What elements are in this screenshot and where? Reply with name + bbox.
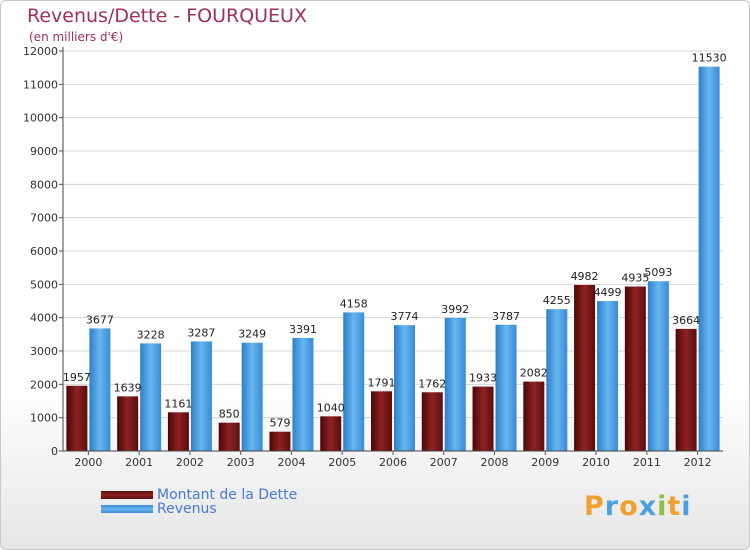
data-label-revenus: 4499 bbox=[594, 286, 622, 299]
y-tick-label: 12000 bbox=[23, 45, 58, 58]
data-label-revenus: 3992 bbox=[441, 303, 469, 316]
bar-revenus-2004 bbox=[292, 337, 314, 451]
data-label-dette: 579 bbox=[269, 417, 290, 430]
bar-revenus-2010 bbox=[597, 301, 619, 451]
data-label-revenus: 3787 bbox=[492, 310, 520, 323]
data-label-dette: 1762 bbox=[418, 377, 446, 390]
bar-revenus-2012 bbox=[698, 66, 720, 452]
legend-swatch-dette bbox=[101, 491, 153, 499]
data-label-dette: 1791 bbox=[368, 376, 396, 389]
data-label-dette: 1040 bbox=[317, 401, 345, 414]
x-tick-label: 2002 bbox=[176, 456, 204, 469]
bar-dette-2001 bbox=[117, 396, 139, 451]
data-label-dette: 1933 bbox=[469, 372, 497, 385]
x-tick-label: 2010 bbox=[582, 456, 610, 469]
bar-dette-2006 bbox=[371, 391, 392, 451]
y-tick-label: 6000 bbox=[30, 245, 58, 258]
bar-dette-2010 bbox=[574, 284, 596, 451]
y-tick-label: 9000 bbox=[30, 145, 58, 158]
logo-letter: i bbox=[681, 491, 692, 522]
data-label-revenus: 4158 bbox=[340, 297, 368, 310]
bar-revenus-2009 bbox=[546, 309, 568, 451]
bar-dette-2009 bbox=[523, 381, 545, 451]
bar-revenus-2008 bbox=[495, 324, 517, 451]
bar-dette-2002 bbox=[167, 412, 189, 451]
bar-revenus-2003 bbox=[241, 342, 263, 451]
x-tick-label: 2008 bbox=[481, 456, 509, 469]
bar-dette-2008 bbox=[472, 386, 494, 451]
bar-dette-2011 bbox=[624, 286, 646, 451]
bar-revenus-2005 bbox=[343, 312, 365, 451]
bar-revenus-2001 bbox=[140, 343, 162, 451]
logo-letter: r bbox=[604, 491, 620, 522]
data-label-dette: 4935 bbox=[621, 272, 649, 285]
data-label-revenus: 3774 bbox=[391, 310, 419, 323]
y-tick-label: 4000 bbox=[30, 312, 58, 325]
x-tick-label: 2006 bbox=[379, 456, 407, 469]
x-tick-label: 2012 bbox=[684, 456, 712, 469]
bar-chart: 0 1000 2000 3000 4000 5000 6000 7000 8000 9000 100… bbox=[23, 45, 727, 469]
bar-revenus-2006 bbox=[394, 325, 415, 451]
legend-swatch-revenus bbox=[101, 505, 153, 513]
x-tick-label: 2005 bbox=[328, 456, 356, 469]
x-tick-label: 2007 bbox=[430, 456, 458, 469]
bar-dette-2005 bbox=[320, 416, 342, 451]
data-label-revenus: 3249 bbox=[238, 328, 266, 341]
data-label-revenus: 3287 bbox=[187, 326, 215, 339]
legend-item-dette: Montant de la Dette bbox=[101, 487, 297, 503]
data-label-revenus: 11530 bbox=[692, 52, 727, 65]
legend-label-dette: Montant de la Dette bbox=[157, 487, 298, 503]
y-tick-label: 3000 bbox=[30, 345, 58, 358]
y-tick-label: 11000 bbox=[23, 78, 58, 91]
logo-letter: x bbox=[638, 491, 658, 522]
bar-revenus-2011 bbox=[647, 281, 669, 451]
bar-revenus-2000 bbox=[89, 328, 111, 451]
data-label-dette: 1957 bbox=[63, 371, 91, 384]
y-tick-label: 1000 bbox=[30, 412, 58, 425]
data-label-dette: 2082 bbox=[520, 367, 548, 380]
legend-label-revenus: Revenus bbox=[157, 501, 217, 517]
data-label-revenus: 3391 bbox=[289, 323, 317, 336]
bar-revenus-2002 bbox=[190, 341, 212, 451]
y-tick-label: 2000 bbox=[30, 378, 58, 391]
logo-letter: P bbox=[584, 491, 605, 522]
bar-dette-2004 bbox=[269, 431, 291, 451]
bar-revenus-2007 bbox=[444, 317, 466, 451]
logo-letter: t bbox=[667, 491, 682, 522]
data-label-revenus: 3228 bbox=[137, 328, 165, 341]
data-label-dette: 3664 bbox=[672, 314, 700, 327]
data-label-dette: 1639 bbox=[114, 381, 142, 394]
data-label-revenus: 4255 bbox=[543, 294, 571, 307]
logo-letter: o bbox=[619, 491, 639, 522]
x-tick-label: 2001 bbox=[125, 456, 153, 469]
x-tick-label: 2003 bbox=[227, 456, 255, 469]
y-tick-label: 7000 bbox=[30, 212, 58, 225]
bar-dette-2007 bbox=[421, 392, 443, 451]
y-tick-label: 10000 bbox=[23, 112, 58, 125]
logo-letter: i bbox=[657, 491, 668, 522]
data-label-dette: 4982 bbox=[571, 270, 599, 283]
y-tick-label: 5000 bbox=[30, 278, 58, 291]
bar-dette-2003 bbox=[218, 422, 240, 451]
bar-dette-2000 bbox=[66, 385, 88, 451]
x-tick-label: 2009 bbox=[531, 456, 559, 469]
proxiti-logo: Proxiti bbox=[584, 491, 692, 522]
x-tick-label: 2000 bbox=[74, 456, 102, 469]
data-label-dette: 1161 bbox=[164, 397, 192, 410]
y-tick-label: 8000 bbox=[30, 178, 58, 191]
chart-title: Revenus/Dette - FOURQUEUX bbox=[27, 5, 307, 27]
y-tick-label: 0 bbox=[51, 445, 58, 458]
data-label-revenus: 5093 bbox=[644, 266, 672, 279]
data-label-dette: 850 bbox=[219, 408, 240, 421]
chart-subtitle: (en milliers d'€) bbox=[29, 30, 124, 44]
x-tick-label: 2004 bbox=[277, 456, 305, 469]
data-label-revenus: 3677 bbox=[86, 313, 114, 326]
x-tick-label: 2011 bbox=[633, 456, 661, 469]
bar-dette-2012 bbox=[675, 328, 697, 451]
legend-item-revenus: Revenus bbox=[101, 501, 217, 517]
